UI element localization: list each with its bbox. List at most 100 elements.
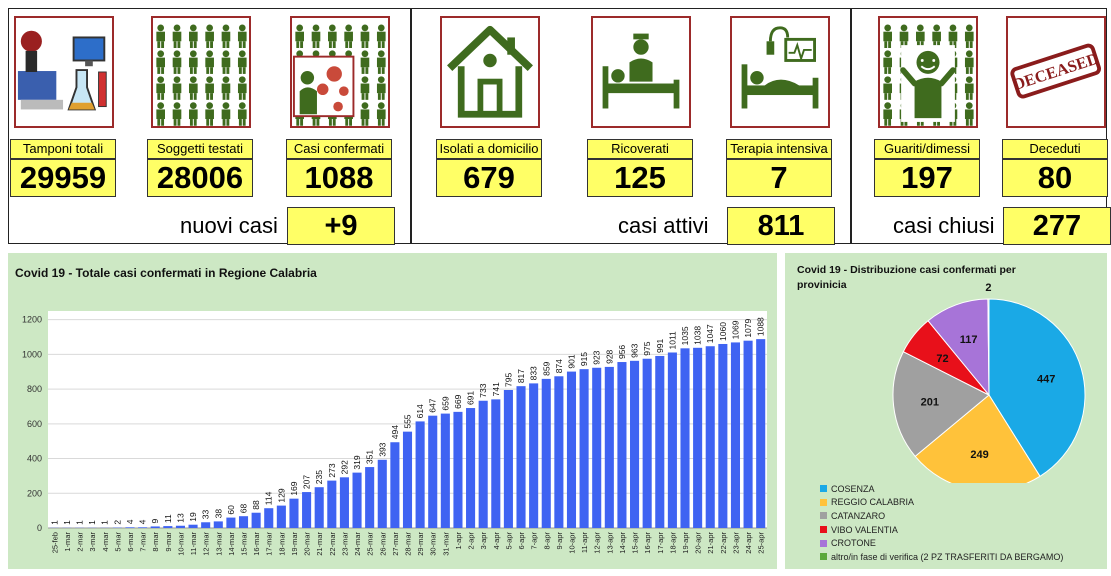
card-value: 1088 — [286, 159, 392, 197]
data-label: 1035 — [680, 326, 690, 345]
data-label: 1 — [49, 520, 59, 525]
data-label: 1 — [100, 520, 110, 525]
x-tick-label: 16-mar — [252, 532, 261, 556]
data-label: 1088 — [756, 317, 766, 336]
bar — [743, 340, 753, 528]
hospital-bed-icon — [591, 16, 691, 128]
bar — [365, 467, 375, 528]
card-label: Terapia intensiva — [726, 139, 832, 159]
data-label: 273 — [327, 463, 337, 477]
person-figure-icon — [237, 24, 247, 48]
card-label: Guariti/dimessi — [874, 139, 980, 159]
bar — [617, 362, 627, 528]
bar — [251, 512, 261, 528]
bar — [705, 346, 715, 528]
bar — [718, 343, 728, 528]
data-label: 129 — [276, 488, 286, 502]
person-figure-icon — [221, 50, 231, 74]
x-tick-label: 24-apr — [744, 532, 753, 554]
bar — [592, 367, 602, 528]
data-label: 19 — [188, 512, 198, 522]
person-figure-icon — [189, 50, 198, 74]
data-label: 88 — [251, 500, 261, 510]
person-figure-icon — [205, 102, 214, 126]
x-tick-label: 29-mar — [416, 532, 425, 556]
card-value: 29959 — [10, 159, 116, 197]
x-tick-label: 7-apr — [530, 532, 539, 550]
person-figure-icon — [883, 50, 892, 74]
x-tick-label: 2-apr — [467, 532, 476, 550]
bar — [730, 342, 741, 528]
person-figure-icon — [328, 24, 337, 48]
person-figure-icon — [948, 24, 958, 48]
data-label: 975 — [642, 341, 652, 355]
x-tick-label: 25-apr — [757, 532, 766, 554]
pie-chart: 447 249 201 72 117 2 — [892, 282, 1086, 483]
card-value: 80 — [1002, 159, 1108, 197]
slice-label: 72 — [936, 353, 948, 365]
bar — [175, 525, 185, 528]
x-tick-label: 20-apr — [694, 532, 703, 554]
nuovi-casi-label: nuovi casi — [180, 213, 278, 238]
card-value: 125 — [587, 159, 693, 197]
legend-label: COSENZA — [831, 483, 875, 494]
x-tick-label: 23-mar — [340, 532, 349, 556]
x-tick-label: 15-apr — [631, 532, 640, 554]
x-tick-label: 9-mar — [164, 532, 173, 552]
bar — [377, 459, 387, 528]
person-figure-icon — [883, 24, 892, 48]
slice-label: 2 — [985, 282, 991, 294]
person-figure-icon — [883, 76, 892, 100]
bar — [188, 524, 198, 528]
x-tick-label: 6-mar — [126, 532, 135, 552]
x-tick-label: 28-mar — [404, 532, 413, 556]
bar — [276, 505, 286, 528]
data-label: 4 — [125, 519, 135, 524]
data-label: 1 — [87, 520, 97, 525]
x-tick-label: 11-mar — [189, 532, 198, 556]
data-label: 555 — [403, 414, 413, 428]
person-figure-icon — [221, 102, 231, 126]
person-figure-icon — [156, 76, 165, 100]
y-tick-label: 800 — [27, 384, 42, 394]
bar — [478, 400, 488, 528]
person-figure-icon — [156, 102, 165, 126]
data-label: 169 — [289, 481, 299, 495]
bar — [453, 411, 463, 528]
recovered-person-icon — [878, 16, 978, 128]
legend-item: REGGIO CALABRIA — [820, 496, 1063, 510]
bar — [402, 431, 413, 528]
card-label: Soggetti testati — [147, 139, 253, 159]
data-label: 915 — [579, 352, 589, 366]
person-figure-icon — [360, 102, 370, 126]
person-figure-icon — [205, 76, 214, 100]
pie-slice — [892, 351, 990, 458]
data-label: 393 — [377, 442, 387, 456]
x-tick-label: 17-apr — [656, 532, 665, 554]
data-label: 494 — [390, 425, 400, 439]
person-figure-icon — [237, 50, 247, 74]
legend-label: altro/in fase di verifica (2 PZ TRASFERI… — [831, 551, 1064, 562]
casi-chiusi-value: 277 — [1003, 207, 1111, 245]
x-tick-label: 18-apr — [668, 532, 677, 554]
x-tick-label: 8-mar — [151, 532, 160, 552]
bar — [339, 477, 349, 528]
y-tick-label: 0 — [37, 523, 42, 533]
x-tick-label: 30-mar — [429, 532, 438, 556]
x-tick-label: 9-apr — [555, 532, 564, 550]
data-label: 235 — [314, 470, 324, 484]
data-label: 991 — [655, 339, 665, 353]
x-tick-label: 4-apr — [492, 532, 501, 550]
legend-item: VIBO VALENTIA — [820, 523, 1063, 537]
pie-slice — [988, 298, 1086, 478]
person-figure-icon — [189, 102, 198, 126]
bar — [428, 415, 438, 528]
person-figure-icon — [172, 76, 182, 100]
data-label: 691 — [466, 391, 476, 405]
legend-swatch — [820, 553, 827, 561]
data-label: 741 — [491, 382, 501, 396]
people-grid-icon — [151, 16, 251, 128]
x-tick-label: 3-mar — [88, 532, 97, 552]
bar — [163, 526, 173, 528]
data-label: 351 — [365, 450, 375, 464]
